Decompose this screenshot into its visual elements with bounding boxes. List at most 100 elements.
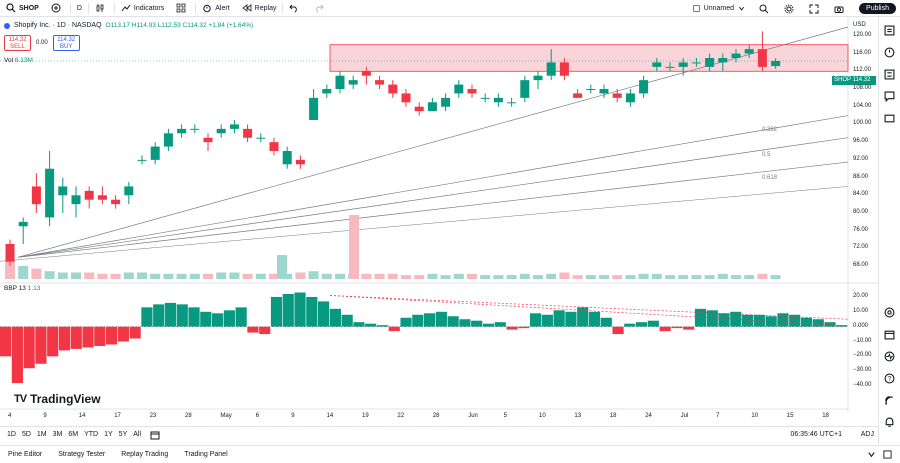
pulse-icon[interactable] [884, 351, 895, 362]
time-axis-tick: 10 [539, 413, 546, 419]
candle [216, 128, 226, 134]
watchlist-icon[interactable] [884, 25, 895, 36]
range-button[interactable]: 5D [21, 431, 31, 438]
interval-button[interactable]: D [71, 0, 88, 17]
currency-label[interactable]: USD [853, 22, 866, 28]
indicators-button[interactable]: Indicators [115, 0, 170, 17]
redo-button[interactable] [308, 0, 333, 17]
publish-button[interactable]: Publish [859, 3, 896, 14]
chart-type-button[interactable] [89, 0, 114, 17]
candle [97, 195, 107, 200]
toolbar-right-group: Unnamed Publish [685, 0, 900, 17]
volume-bar [229, 272, 240, 279]
range-button[interactable]: 1M [36, 431, 47, 438]
candle [18, 221, 28, 227]
bottom-tab[interactable]: Replay Trading [121, 451, 169, 458]
legend-ohlc: O113.17 H114.93 L112.59 C114.32 +1.84 (+… [105, 22, 254, 29]
help-icon[interactable]: ? [884, 373, 895, 384]
chat-icon[interactable] [884, 91, 895, 102]
volume-bar [110, 273, 121, 279]
tradingview-logo[interactable]: TV TradingView [14, 392, 101, 406]
candle [599, 89, 609, 94]
settings-button[interactable] [778, 0, 803, 17]
layout-name-button[interactable]: Unnamed [685, 5, 753, 12]
bbp-bar [141, 307, 153, 327]
bottom-tab[interactable]: Strategy Tester [58, 451, 106, 458]
bbp-bar [789, 314, 801, 327]
bbp-bar [212, 313, 224, 327]
price-chart[interactable] [0, 17, 878, 412]
bbp-bar [753, 314, 765, 327]
bbp-bar [824, 322, 836, 327]
undo-button[interactable] [283, 0, 308, 17]
chevron-down-icon[interactable] [867, 450, 876, 459]
candle [625, 93, 635, 103]
symbol-search-button[interactable]: SHOP [0, 0, 45, 17]
bbp-axis-tick: 10.00 [853, 307, 869, 314]
broadcast-icon[interactable] [884, 395, 895, 406]
ideas-icon[interactable] [884, 113, 895, 124]
fib-level-label: 0.5 [762, 152, 771, 158]
volume-bar [137, 272, 147, 279]
calendar-range-icon[interactable] [150, 430, 160, 440]
range-button[interactable]: 1Y [104, 431, 113, 438]
volume-bar [691, 275, 702, 279]
volume-legend[interactable]: Vol 6.13M [4, 57, 33, 64]
volume-bar [203, 273, 213, 279]
chart-pane[interactable]: Shopify Inc. · 1D · NASDAQ O113.17 H114.… [0, 17, 878, 419]
news-icon[interactable] [884, 69, 895, 80]
snapshot-button[interactable] [828, 0, 853, 17]
sell-button[interactable]: 114.32 SELL [4, 35, 31, 51]
range-button[interactable]: 5Y [118, 431, 128, 438]
time-axis-tick: 19 [362, 413, 369, 419]
bottom-tab[interactable]: Pine Editor [8, 451, 43, 458]
volume-bar [585, 275, 596, 279]
price-axis-tick: 96.00 [853, 138, 869, 145]
adjust-toggle[interactable]: ADJ [860, 431, 874, 438]
fib-level-label: 0.618 [762, 175, 778, 181]
replay-button[interactable]: Replay [236, 0, 283, 17]
bbp-bar [353, 322, 365, 327]
bbp-legend[interactable]: BBP 13 1.13 [4, 285, 40, 292]
interval-label: D [76, 4, 82, 12]
volume-bar [361, 273, 372, 279]
time-axis-tick: 14 [78, 413, 86, 419]
clock-display[interactable]: 06:35:46 UTC+1 [790, 431, 842, 438]
maximize-panel-icon[interactable] [883, 450, 892, 459]
candle [520, 80, 530, 98]
compare-symbol-button[interactable] [45, 0, 70, 17]
quick-search-button[interactable] [753, 0, 778, 17]
candle [256, 137, 266, 139]
templates-button[interactable] [170, 0, 195, 17]
bbp-bar [223, 310, 235, 327]
buy-button[interactable]: 114.32 BUY [52, 35, 80, 51]
calendar-icon[interactable] [884, 329, 895, 340]
bbp-bar [247, 326, 259, 333]
candle [388, 84, 398, 94]
time-axis-tick: 23 [149, 413, 157, 419]
volume-bar [731, 275, 741, 279]
range-button[interactable]: YTD [84, 431, 99, 438]
volume-bar [57, 272, 68, 279]
bell-icon[interactable] [884, 417, 895, 428]
candle [203, 137, 213, 143]
sell-label: SELL [10, 44, 25, 50]
target-icon[interactable] [884, 307, 895, 318]
price-axis-tick: 120.00 [853, 31, 872, 38]
volume-bar [44, 271, 55, 279]
range-button[interactable]: 6M [68, 431, 79, 438]
candle [309, 97, 319, 120]
range-button[interactable]: All [133, 431, 142, 438]
bottom-tab[interactable]: Trading Panel [184, 451, 228, 458]
legend-title[interactable]: Shopify Inc. · 1D · NASDAQ [14, 22, 102, 29]
candle [45, 168, 55, 218]
candle [559, 62, 569, 76]
alert-button[interactable]: Alert [196, 0, 235, 17]
candles-icon [96, 4, 104, 12]
fullscreen-button[interactable] [803, 0, 828, 17]
range-button[interactable]: 1D [7, 431, 16, 438]
range-button[interactable]: 3M [52, 431, 63, 438]
alerts-clock-icon[interactable] [884, 47, 895, 58]
time-axis-tick: 5 [503, 413, 507, 419]
candle [744, 49, 754, 54]
